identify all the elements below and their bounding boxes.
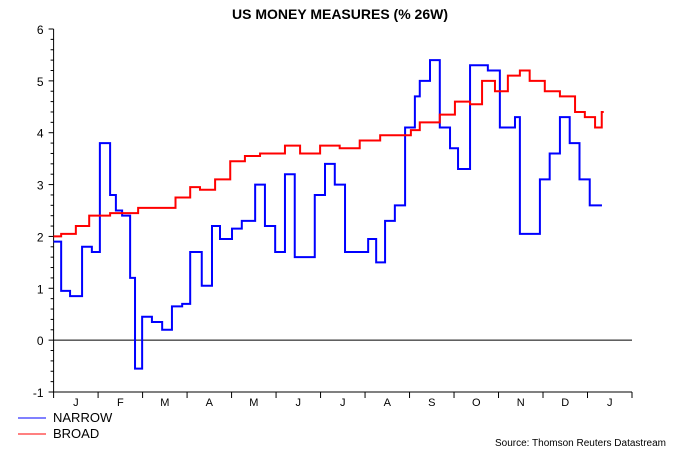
y-tick-label: 5 [37, 75, 44, 89]
y-tick-label: 4 [37, 127, 44, 141]
x-tick-label: N [517, 397, 525, 409]
x-tick-label: J [607, 397, 613, 409]
y-tick-label: 1 [37, 282, 44, 296]
x-tick-label: S [428, 397, 435, 409]
x-tick-label: M [160, 397, 169, 409]
y-tick-label: 2 [37, 230, 44, 244]
y-tick-label: 0 [37, 334, 44, 348]
series-line-narrow [53, 59, 602, 370]
chart-title: US MONEY MEASURES (% 26W) [232, 6, 448, 22]
x-tick-label: A [206, 397, 214, 409]
x-tick-label: A [384, 397, 392, 409]
x-tick-label: O [472, 397, 481, 409]
source-note: Source: Thomson Reuters Datastream [495, 438, 666, 449]
x-tick-label: J [296, 397, 302, 409]
x-tick-label: J [340, 397, 346, 409]
x-tick-label: F [117, 397, 124, 409]
legend-label-narrow: NARROW [53, 410, 113, 425]
legend: NARROW BROAD [18, 410, 113, 441]
x-tick-label: M [249, 397, 258, 409]
x-tick-label: D [561, 397, 569, 409]
legend-label-broad: BROAD [53, 426, 99, 441]
y-tick-label: 3 [37, 179, 44, 193]
series-line-broad [53, 69, 604, 238]
y-tick-label: 6 [37, 23, 44, 37]
y-tick-label: -1 [33, 386, 44, 400]
x-tick-label: J [73, 397, 79, 409]
